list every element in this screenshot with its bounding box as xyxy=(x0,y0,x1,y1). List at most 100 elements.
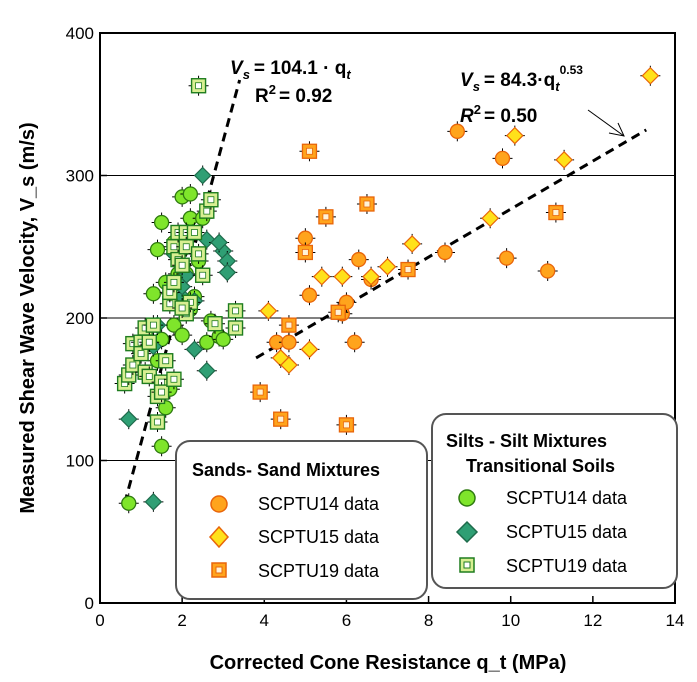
legend-silts-box xyxy=(431,413,678,589)
point-square-silt-12 xyxy=(147,412,168,433)
fit2-pointer-arrow xyxy=(587,109,625,137)
point-circle-sand-1-shape xyxy=(281,334,297,350)
point-circle-silt-7 xyxy=(172,325,193,346)
point-square-silt-0-inner xyxy=(195,82,202,90)
point-diamond-sand-11 xyxy=(554,149,575,170)
point-diamond-sand-3-shape xyxy=(300,340,319,359)
point-circle-silt-22-shape xyxy=(199,334,215,350)
point-diamond-sand-4 xyxy=(311,266,332,287)
point-circle-sand-11-shape xyxy=(494,150,511,167)
point-square-silt-3-inner xyxy=(129,361,137,369)
legend-sands-entry-1: SCPTU14 data xyxy=(258,494,380,514)
point-diamond-silt-1 xyxy=(143,491,164,512)
point-diamond-sand-6-shape xyxy=(362,267,380,286)
point-circle-silt-19 xyxy=(180,184,201,205)
point-circle-sand-10 xyxy=(435,242,455,263)
point-square-silt-6 xyxy=(131,343,152,364)
point-circle-silt-2 xyxy=(155,397,176,418)
point-diamond-sand-10 xyxy=(504,125,525,146)
point-square-silt-23-inner xyxy=(182,243,190,251)
y-tick-label-100: 100 xyxy=(66,452,94,471)
point-diamond-sand-0-shape xyxy=(259,302,278,320)
point-diamond-silt-9-shape xyxy=(197,361,216,380)
x-tick-label-6: 6 xyxy=(342,611,351,630)
point-diamond-silt-10 xyxy=(192,165,213,186)
point-square-sand-7 xyxy=(356,194,377,214)
legend-sands-entry-2: SCPTU15 data xyxy=(258,527,380,547)
point-diamond-silt-15-shape xyxy=(210,233,228,252)
point-square-silt-37-inner xyxy=(178,304,186,312)
data-points xyxy=(114,65,661,514)
x-tick-label-4: 4 xyxy=(260,611,269,630)
point-circle-silt-24-shape xyxy=(215,331,231,348)
point-square-sand-10-inner xyxy=(552,209,560,216)
point-square-silt-21 xyxy=(172,255,193,276)
point-diamond-sand-5-shape xyxy=(333,267,352,286)
point-square-silt-29-inner xyxy=(203,207,211,215)
point-diamond-sand-9-shape xyxy=(481,209,500,228)
point-circle-sand-10-shape xyxy=(437,244,453,261)
legend-sands-entry-3: SCPTU19 data xyxy=(258,561,380,581)
point-diamond-sand-2-shape xyxy=(280,356,298,374)
point-circle-sand-12-shape xyxy=(498,250,515,266)
x-tick-label-10: 10 xyxy=(501,611,520,630)
legend-silts-entry-1: SCPTU14 data xyxy=(506,488,628,508)
point-square-silt-0 xyxy=(188,75,209,96)
point-square-silt-35-inner xyxy=(158,388,166,396)
point-square-silt-27 xyxy=(188,243,209,264)
point-square-silt-33 xyxy=(225,317,246,338)
point-diamond-silt-8-shape xyxy=(185,340,204,359)
point-square-sand-5 xyxy=(315,206,336,227)
point-square-silt-28 xyxy=(192,265,213,286)
point-circle-silt-0 xyxy=(118,493,139,514)
point-diamond-silt-0-shape xyxy=(119,410,138,429)
point-circle-sand-12 xyxy=(496,248,517,269)
point-square-silt-10-inner xyxy=(145,338,153,346)
legend-silts-entry-2: SCPTU15 data xyxy=(506,522,628,542)
point-diamond-silt-1-shape xyxy=(144,492,163,511)
point-square-silt-12-inner xyxy=(154,418,161,426)
legend-silts-title-1: Silts - Silt Mixtures xyxy=(446,431,607,451)
x-tick-label-14: 14 xyxy=(666,611,685,630)
point-circle-silt-1 xyxy=(151,436,172,457)
point-diamond-sand-12 xyxy=(640,65,661,86)
axis-ticks: 0 2 4 6 8 10 12 14 0 100 200 300 400 xyxy=(66,24,685,630)
point-square-silt-26 xyxy=(184,222,205,243)
fit1-r2: R2 = 0.92 xyxy=(255,82,332,107)
point-square-sand-4-inner xyxy=(301,249,309,256)
point-diamond-sand-8-shape xyxy=(403,235,421,253)
fit-line-2 xyxy=(255,128,648,360)
point-square-silt-31 xyxy=(205,313,225,334)
point-square-sand-4 xyxy=(295,242,316,263)
y-tick-label-0: 0 xyxy=(85,594,94,613)
y-tick-label-300: 300 xyxy=(66,167,94,186)
point-diamond-sand-7 xyxy=(377,256,398,277)
fit-lines xyxy=(123,79,648,504)
legend-sands-square-marker xyxy=(211,562,227,578)
point-square-silt-33-inner xyxy=(232,324,239,332)
point-circle-sand-9 xyxy=(447,121,468,142)
point-diamond-sand-7-shape xyxy=(378,257,397,276)
legend-sands-circle-marker xyxy=(210,495,228,513)
point-square-silt-2-inner xyxy=(125,371,133,379)
point-diamond-silt-0 xyxy=(118,409,139,430)
point-circle-silt-22 xyxy=(196,332,217,353)
point-diamond-silt-8 xyxy=(184,339,205,360)
fit2-r2: R2 = 0.50 xyxy=(460,102,537,127)
point-circle-silt-8 xyxy=(143,283,164,304)
point-square-silt-14 xyxy=(155,350,176,371)
point-diamond-sand-3 xyxy=(299,339,320,360)
x-tick-label-0: 0 xyxy=(95,611,104,630)
point-square-silt-10 xyxy=(139,332,160,353)
point-diamond-sand-11-shape xyxy=(555,150,573,169)
point-circle-silt-14 xyxy=(151,212,172,233)
point-square-silt-36 xyxy=(163,369,184,390)
point-square-silt-26-inner xyxy=(191,229,198,236)
y-tick-label-400: 400 xyxy=(66,24,94,43)
point-circle-sand-7 xyxy=(348,249,369,270)
legend-sands-box xyxy=(175,440,428,600)
point-square-silt-28-inner xyxy=(199,271,207,279)
point-diamond-silt-9 xyxy=(196,360,217,381)
x-tick-label-12: 12 xyxy=(583,611,602,630)
point-square-sand-6-inner xyxy=(343,421,350,429)
